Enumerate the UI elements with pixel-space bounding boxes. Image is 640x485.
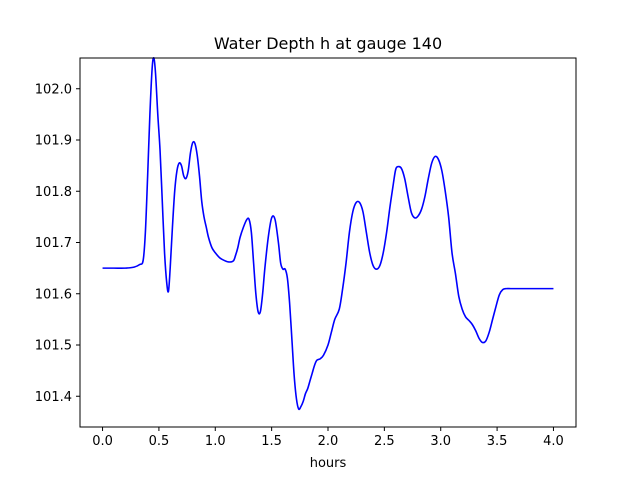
- x-tick-label: 4.0: [543, 434, 564, 449]
- x-tick-label: 2.5: [374, 434, 395, 449]
- y-axis-ticks: 101.4 101.5 101.6 101.7 101.8 101.9 102.0: [35, 82, 80, 405]
- chart-title: Water Depth h at gauge 140: [214, 34, 442, 53]
- plot-area-frame: [79, 57, 577, 428]
- y-tick-label: 102.0: [35, 82, 72, 97]
- x-tick-label: 2.0: [318, 434, 339, 449]
- y-tick-label: 101.4: [35, 390, 72, 405]
- x-tick-label: 1.0: [205, 434, 226, 449]
- x-axis-ticks: 0.0 0.5 1.0 1.5 2.0 2.5 3.0 3.5 4.0: [92, 427, 564, 449]
- x-axis-label: hours: [310, 456, 347, 471]
- y-tick-label: 101.6: [35, 287, 72, 302]
- x-tick-label: 1.5: [261, 434, 282, 449]
- water-depth-series-line: [102, 57, 554, 411]
- y-tick-label: 101.8: [35, 185, 72, 200]
- y-tick-label: 101.9: [35, 134, 72, 149]
- y-tick-label: 101.7: [35, 236, 72, 251]
- x-tick-label: 0.5: [149, 434, 170, 449]
- x-tick-label: 3.5: [487, 434, 508, 449]
- y-tick-label: 101.5: [35, 339, 72, 354]
- x-tick-label: 3.0: [430, 434, 451, 449]
- x-tick-label: 0.0: [92, 434, 113, 449]
